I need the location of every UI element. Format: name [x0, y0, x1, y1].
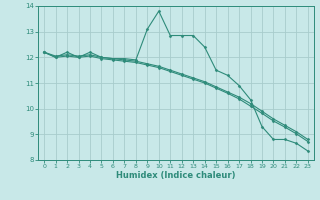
X-axis label: Humidex (Indice chaleur): Humidex (Indice chaleur): [116, 171, 236, 180]
